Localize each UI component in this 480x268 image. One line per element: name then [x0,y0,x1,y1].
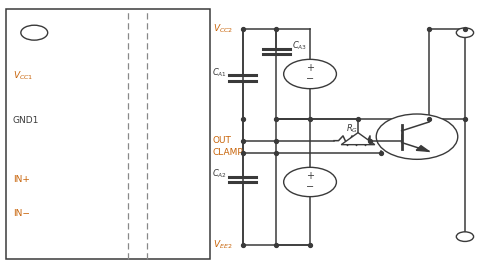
Text: GND1: GND1 [12,116,39,125]
Text: $V_{CC2}$: $V_{CC2}$ [212,23,232,35]
Bar [6,9,210,259]
Circle shape [456,232,473,241]
Text: +: + [305,171,313,181]
Text: $V_{CC1}$: $V_{CC1}$ [12,69,33,81]
Text: $R_G$: $R_G$ [345,122,357,135]
Polygon shape [415,146,428,151]
Text: −: − [305,182,313,192]
Text: $C_{A3}$: $C_{A3}$ [292,40,307,52]
Text: OUT: OUT [212,136,231,145]
Circle shape [283,59,336,89]
Circle shape [283,167,336,197]
Text: $C_{A1}$: $C_{A1}$ [212,66,227,79]
Text: CLAMP: CLAMP [212,148,243,157]
Circle shape [375,114,457,159]
Text: IN+: IN+ [12,175,29,184]
Text: −: − [305,74,313,84]
Text: +: + [305,63,313,73]
Polygon shape [340,133,374,145]
Text: $V_{EE2}$: $V_{EE2}$ [212,239,232,251]
Text: IN−: IN− [12,210,29,218]
Text: $C_{A2}$: $C_{A2}$ [212,168,227,180]
Circle shape [456,28,473,38]
Circle shape [21,25,48,40]
